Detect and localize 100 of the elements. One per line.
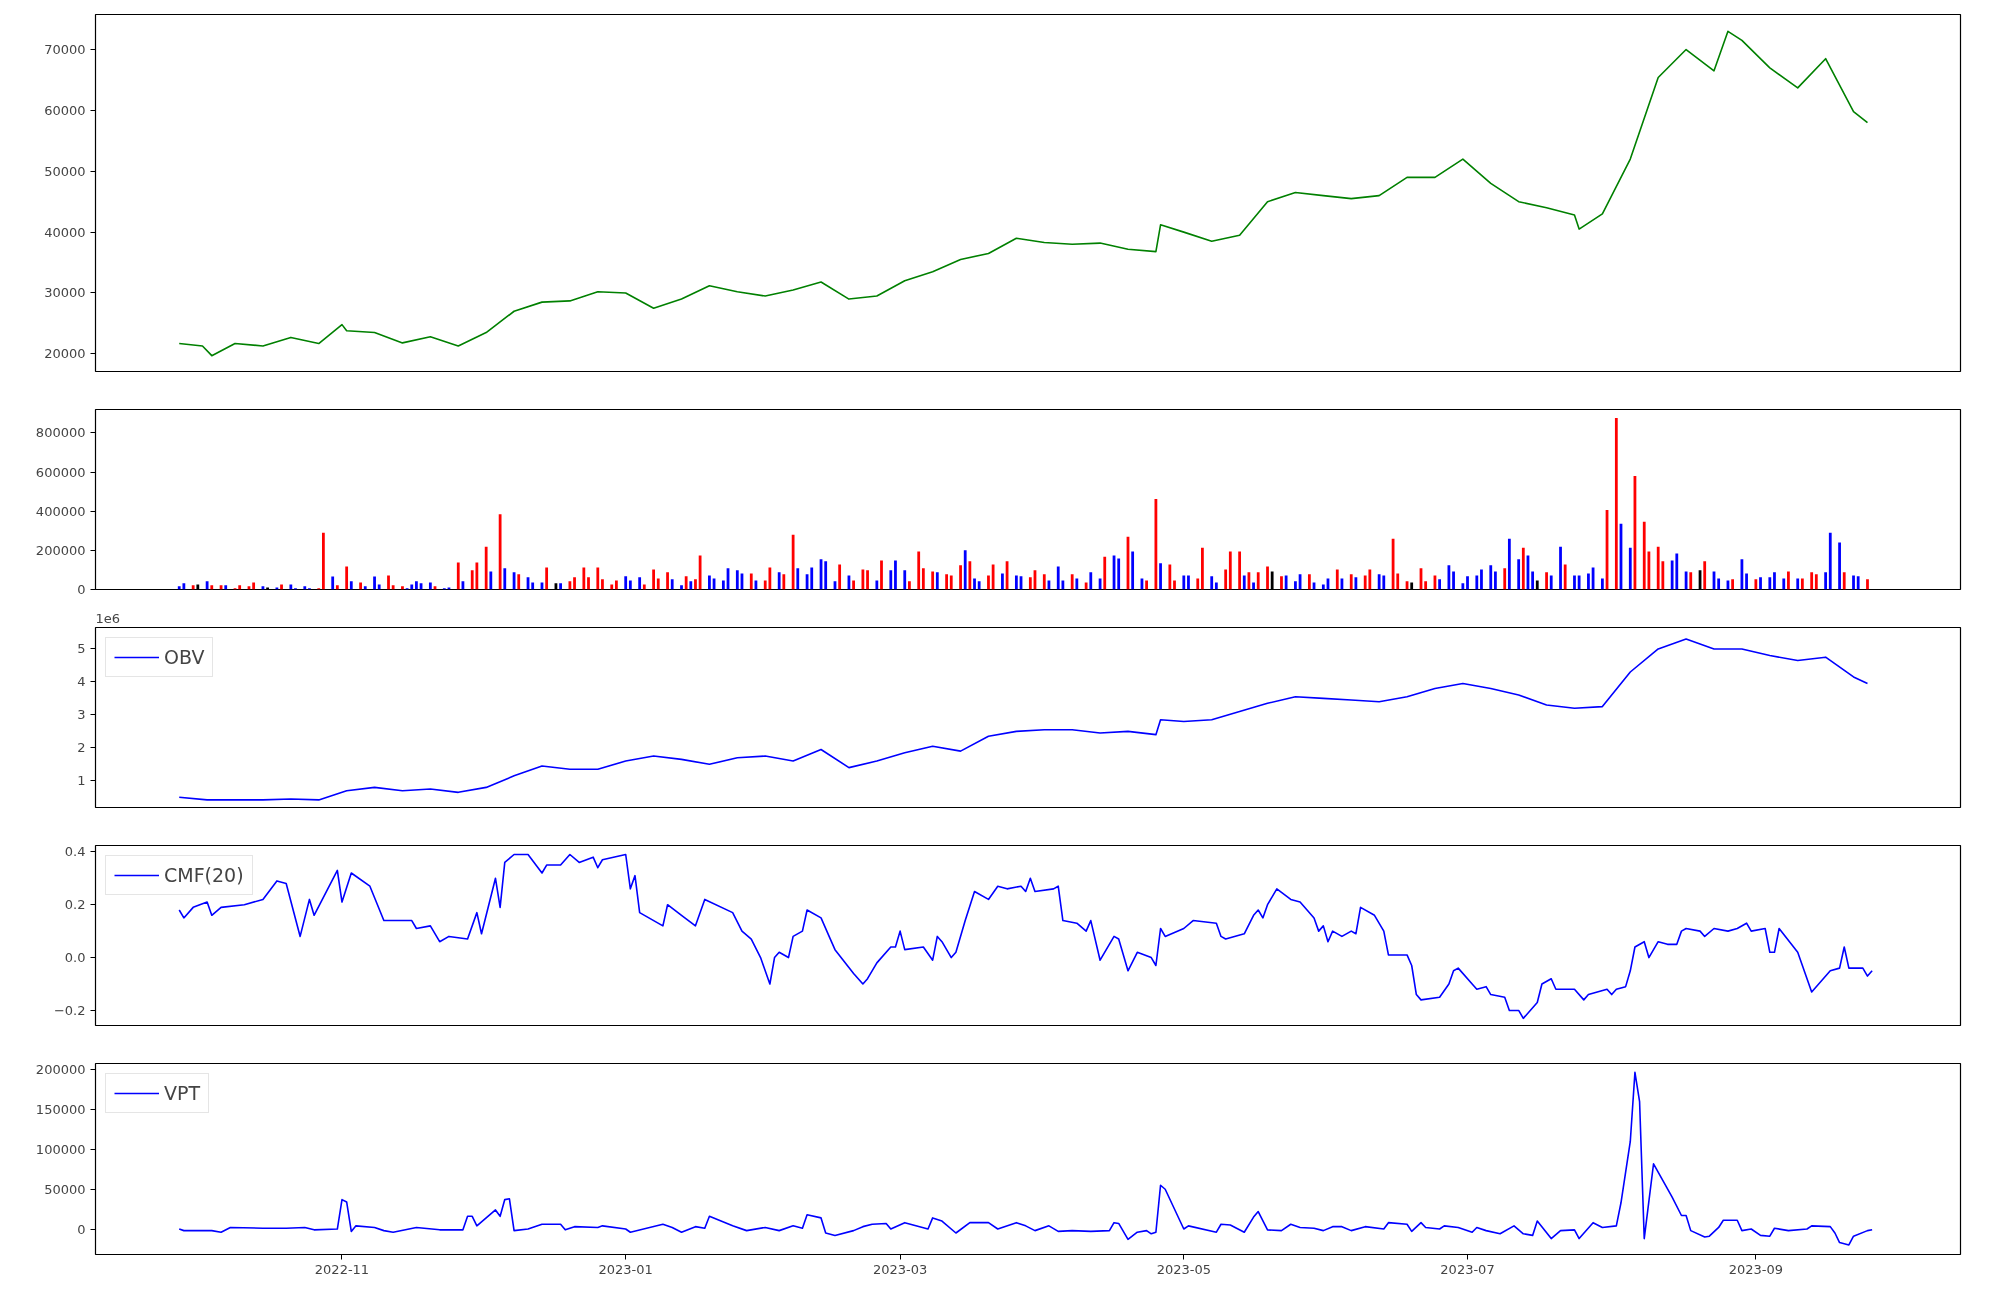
- bar: [210, 585, 214, 590]
- bar: [322, 532, 325, 590]
- bar: [694, 579, 697, 590]
- bar: [1084, 582, 1088, 590]
- bar: [545, 567, 549, 590]
- bar: [963, 550, 967, 590]
- bar: [280, 584, 283, 590]
- bar: [1396, 573, 1400, 590]
- bar: [1559, 546, 1562, 590]
- y-tick-label: 50000: [44, 163, 86, 179]
- bar: [1656, 546, 1660, 590]
- bar: [921, 568, 925, 590]
- text: 1e6: [95, 610, 121, 626]
- x-tick-label: 2023-07: [1440, 1261, 1495, 1277]
- y-tick-label: 0: [77, 582, 86, 597]
- bar: [1117, 558, 1121, 590]
- bar: [749, 573, 753, 590]
- bar: [1070, 574, 1074, 590]
- bar: [1745, 573, 1748, 590]
- bar: [531, 582, 535, 590]
- bar: [1256, 572, 1260, 590]
- x-tick-label: 2022-11: [314, 1261, 370, 1277]
- bar: [335, 585, 339, 590]
- bar: [1703, 561, 1707, 590]
- bar: [1842, 572, 1846, 590]
- bar: [1475, 575, 1479, 590]
- bar: [1284, 575, 1288, 590]
- bar: [1614, 418, 1618, 590]
- bar: [1028, 577, 1032, 590]
- bar: [1587, 573, 1590, 590]
- line-series: [178, 30, 1869, 357]
- bar: [1787, 571, 1790, 590]
- bar: [1266, 566, 1269, 590]
- bar: [880, 560, 883, 590]
- bar: [931, 571, 935, 590]
- y-tick-label: 0.4: [64, 844, 86, 860]
- bar: [1461, 583, 1465, 590]
- y-tick-label: 200000: [35, 542, 86, 558]
- y-tick-label: 0: [77, 1221, 86, 1237]
- bar: [1507, 538, 1511, 590]
- bar: [1759, 577, 1762, 590]
- bar: [861, 569, 865, 590]
- bar: [1773, 572, 1776, 590]
- bar: [1521, 547, 1525, 590]
- bar: [289, 584, 293, 590]
- bar: [238, 585, 242, 590]
- bar: [359, 582, 362, 590]
- bar: [1768, 577, 1772, 590]
- x-tick-label: 2023-01: [598, 1261, 653, 1277]
- bar: [987, 575, 990, 590]
- bar: [373, 576, 376, 590]
- legend-label: VPT: [164, 1082, 201, 1104]
- bar: [903, 570, 907, 590]
- bar: [684, 576, 688, 590]
- bar: [1517, 559, 1521, 590]
- bar: [182, 583, 186, 590]
- legend-label: CMF(20): [164, 864, 244, 886]
- bar: [1782, 578, 1786, 590]
- bar: [1480, 569, 1483, 590]
- bar: [656, 578, 660, 590]
- bar: [1675, 553, 1679, 590]
- bar: [349, 581, 353, 590]
- bar: [596, 567, 600, 590]
- bar: [698, 555, 702, 590]
- bar: [889, 570, 893, 590]
- bar: [638, 577, 642, 590]
- bar: [917, 551, 921, 590]
- bar: [908, 581, 911, 590]
- bar: [1489, 565, 1493, 590]
- bar: [1382, 575, 1386, 590]
- bar: [977, 581, 981, 590]
- bar: [1494, 571, 1497, 590]
- bar: [331, 576, 335, 590]
- bar: [1563, 564, 1567, 590]
- bar: [1159, 563, 1162, 590]
- bar: [777, 572, 781, 590]
- y-tick-label: 2: [77, 740, 86, 756]
- bar: [601, 579, 604, 590]
- bar: [866, 570, 869, 590]
- bar: [1503, 568, 1507, 590]
- bar: [968, 561, 972, 590]
- bar: [852, 580, 855, 590]
- bar: [1214, 582, 1218, 590]
- bar: [708, 575, 711, 590]
- bar: [1573, 575, 1576, 590]
- bar: [991, 564, 995, 590]
- bar: [1852, 575, 1855, 590]
- bar: [1796, 578, 1800, 590]
- bar: [1866, 579, 1869, 590]
- bar: [1089, 572, 1093, 590]
- bar: [484, 546, 488, 590]
- bar: [573, 577, 576, 590]
- bar: [628, 580, 632, 590]
- bar: [191, 585, 195, 590]
- y-tick-label: 30000: [44, 285, 86, 301]
- bar: [363, 586, 367, 590]
- bar: [838, 564, 842, 590]
- bar: [303, 586, 307, 590]
- bar: [1377, 574, 1381, 590]
- bar: [1754, 579, 1758, 590]
